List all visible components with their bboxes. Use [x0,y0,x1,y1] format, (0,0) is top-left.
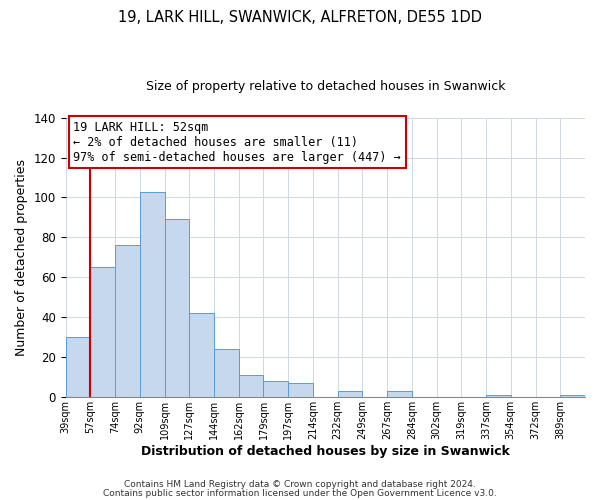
Text: Contains HM Land Registry data © Crown copyright and database right 2024.: Contains HM Land Registry data © Crown c… [124,480,476,489]
Bar [387,391,412,397]
Text: 19 LARK HILL: 52sqm
← 2% of detached houses are smaller (11)
97% of semi-detache: 19 LARK HILL: 52sqm ← 2% of detached hou… [73,120,401,164]
Bar [115,246,140,397]
Bar [214,349,239,397]
Bar [91,267,115,397]
Y-axis label: Number of detached properties: Number of detached properties [15,159,28,356]
Bar [140,192,164,397]
Bar [486,395,511,397]
Bar [190,313,214,397]
Bar [560,395,585,397]
Bar [338,391,362,397]
Bar [288,383,313,397]
Title: Size of property relative to detached houses in Swanwick: Size of property relative to detached ho… [146,80,505,93]
Text: 19, LARK HILL, SWANWICK, ALFRETON, DE55 1DD: 19, LARK HILL, SWANWICK, ALFRETON, DE55 … [118,10,482,25]
Text: Contains public sector information licensed under the Open Government Licence v3: Contains public sector information licen… [103,488,497,498]
Bar [263,381,288,397]
Bar [164,220,190,397]
X-axis label: Distribution of detached houses by size in Swanwick: Distribution of detached houses by size … [141,444,510,458]
Bar [239,375,263,397]
Bar [65,337,91,397]
